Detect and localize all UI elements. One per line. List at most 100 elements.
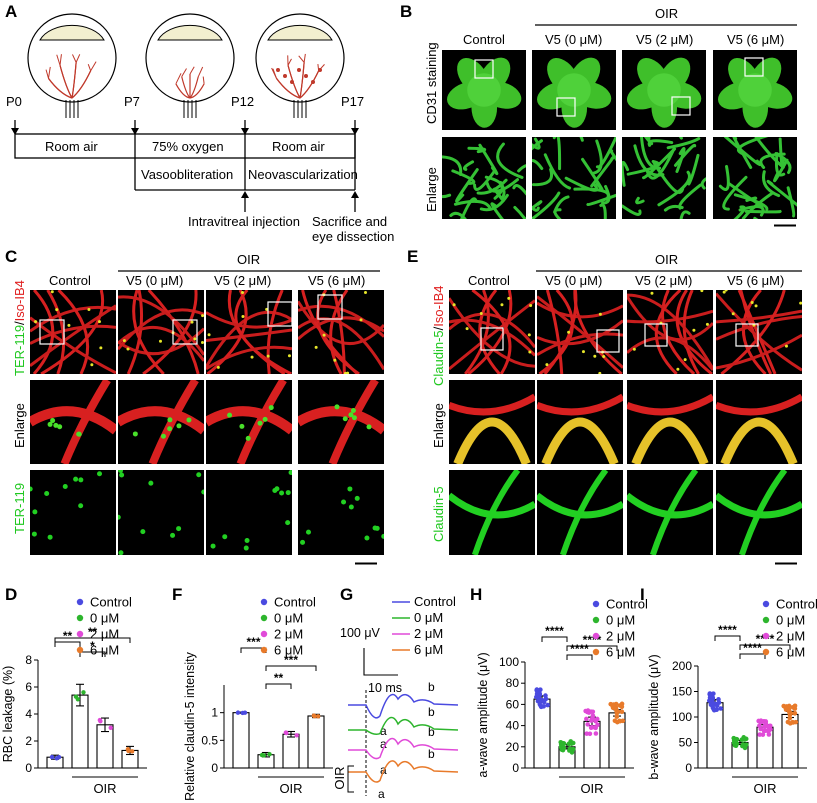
vessel-red xyxy=(545,290,564,374)
vessel-enlarged xyxy=(30,406,116,435)
data-point xyxy=(788,710,794,716)
vessel-red xyxy=(206,311,292,329)
data-point xyxy=(538,687,543,692)
green-dot xyxy=(381,533,384,539)
colocalized-dot xyxy=(126,347,130,351)
eye-diagram xyxy=(11,13,359,212)
vessel-mesh xyxy=(532,191,561,219)
vessel-mesh xyxy=(718,164,730,191)
vessel-mesh xyxy=(532,158,544,170)
sig-bracket xyxy=(54,641,81,647)
sig-stars: ** xyxy=(63,629,73,643)
c-ter119-tile xyxy=(118,470,204,555)
injection-label: Intravitreal injection xyxy=(188,214,300,229)
vessel-red xyxy=(30,324,116,345)
vessel-mesh xyxy=(773,158,789,183)
retina-center xyxy=(738,73,772,107)
rbc-dot xyxy=(176,423,182,429)
y-tick-label: 20 xyxy=(506,740,520,754)
vessel-red xyxy=(298,316,384,341)
vessel-mesh xyxy=(678,137,683,140)
timepoint-p7: P7 xyxy=(124,94,140,109)
vessel-mesh xyxy=(762,170,781,198)
vessel-red xyxy=(234,290,292,374)
c-row-merge: TER-119/Iso-IB4 xyxy=(12,280,27,376)
e-enlarge-tile xyxy=(627,380,713,464)
e-merge-tile xyxy=(627,290,713,374)
colocalized-dot xyxy=(193,337,197,341)
data-point xyxy=(589,716,595,721)
legend-marker xyxy=(260,646,268,654)
a-wave-label: a xyxy=(380,737,387,751)
scale-x-label: 10 ms xyxy=(368,681,402,695)
data-point xyxy=(49,754,55,760)
green-dot xyxy=(341,499,347,505)
x-axis-label: OIR xyxy=(753,781,776,796)
erg-trace xyxy=(348,760,459,783)
e-oir-line xyxy=(536,270,802,272)
vessel-mesh xyxy=(517,164,526,173)
rbc-dot xyxy=(268,405,274,411)
vessel-red xyxy=(449,318,535,357)
vessel-mesh xyxy=(609,148,616,162)
vessel-enlarged xyxy=(148,380,199,464)
colocalized-dot xyxy=(216,365,220,369)
retinal-vessel-branch xyxy=(75,54,81,63)
y-tick-label: 100 xyxy=(499,655,519,669)
data-point xyxy=(283,730,289,735)
vessel-mesh xyxy=(553,208,562,219)
roi-box xyxy=(644,323,668,347)
scale-y-label: 100 μV xyxy=(340,626,381,640)
erg-trace xyxy=(348,716,459,736)
y-tick-label: 6 xyxy=(25,680,32,694)
legend-label: Control xyxy=(274,595,316,610)
b-col-control: Control xyxy=(463,32,505,47)
sig-stars: *** xyxy=(246,635,260,649)
e-claudin-tile xyxy=(537,470,623,555)
green-dot xyxy=(347,486,353,492)
data-point xyxy=(584,716,589,722)
data-point xyxy=(615,719,620,725)
vessel-mesh xyxy=(581,157,604,191)
data-point xyxy=(315,714,321,719)
roi-box xyxy=(474,59,494,79)
vessel-mesh xyxy=(496,142,524,179)
b-row-enlarge: Enlarge xyxy=(424,167,439,212)
rbc-dot xyxy=(47,421,53,427)
vessel-red xyxy=(627,293,713,370)
legend-label: 0 μM xyxy=(776,613,805,628)
colocalized-dot xyxy=(731,312,735,316)
data-point xyxy=(613,701,619,707)
vessel-red xyxy=(537,393,623,416)
legend-marker xyxy=(260,598,268,606)
legend-label: 0 μM xyxy=(90,611,119,626)
colocalized-dot xyxy=(346,371,350,374)
legend-label: 2 μM xyxy=(414,626,443,641)
oxygen-label: 75% oxygen xyxy=(152,139,224,154)
rbc-dot xyxy=(53,422,59,428)
colocalized-dot xyxy=(676,367,680,371)
legend-label: Control xyxy=(90,595,132,610)
data-point xyxy=(593,731,599,736)
vessel-mesh xyxy=(479,193,509,212)
retina-center xyxy=(647,73,681,107)
erg-trace xyxy=(348,693,459,719)
e-enlarge-tile xyxy=(716,380,802,464)
sig-stars: *** xyxy=(284,653,298,667)
room-air-1: Room air xyxy=(45,139,98,154)
green-dot xyxy=(196,472,202,478)
colocalized-dot xyxy=(322,333,326,337)
y-tick-label: 50 xyxy=(679,736,693,750)
colocalized-dot xyxy=(90,363,94,367)
rbc-dot xyxy=(245,435,251,441)
data-point xyxy=(537,691,543,696)
data-point xyxy=(545,702,551,708)
data-point xyxy=(56,754,62,760)
retinal-vessel xyxy=(47,78,73,99)
vessel-red xyxy=(737,290,777,374)
c-row-enlarge: Enlarge xyxy=(12,403,27,448)
y-tick-label: 100 xyxy=(672,710,692,724)
vessel-mesh xyxy=(552,137,562,171)
chart-a-wave: 0 20 40 60 80 100 a-wave amplitude (μV) OIR ****… xyxy=(476,597,648,797)
retinal-vessel xyxy=(175,83,191,99)
